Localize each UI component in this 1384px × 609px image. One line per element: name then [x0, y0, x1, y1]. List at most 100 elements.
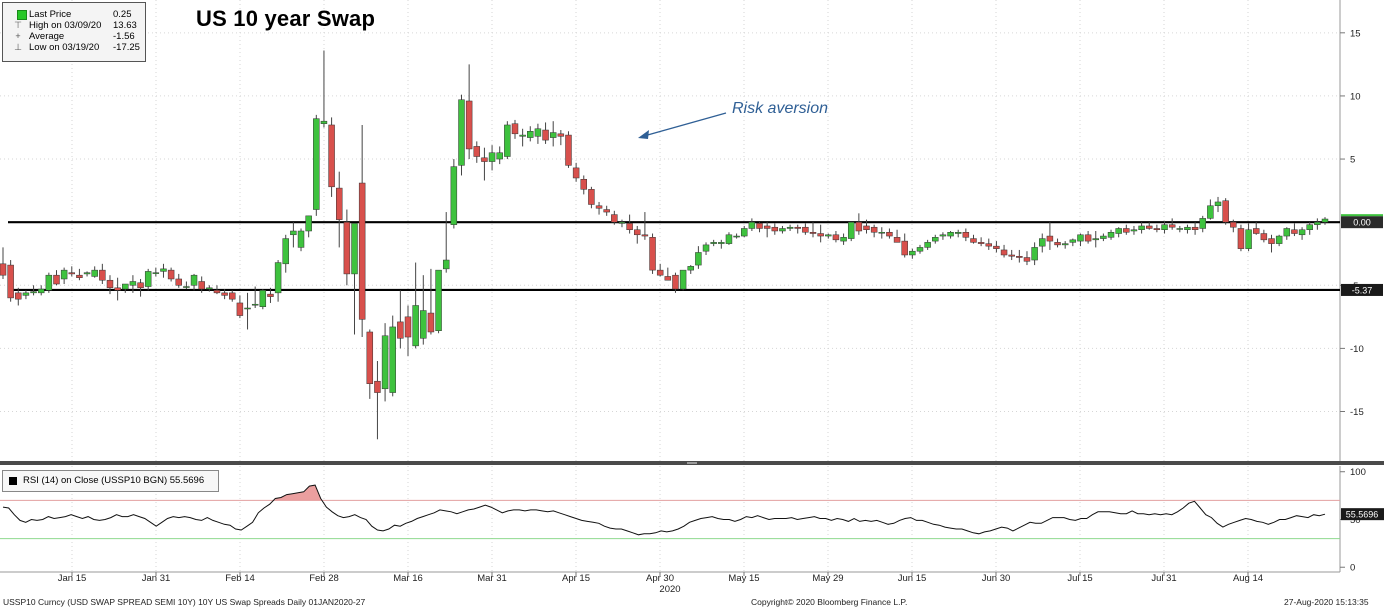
candle-body: [259, 290, 267, 307]
candle: [282, 234, 289, 273]
candle: [702, 242, 710, 255]
rsi-legend-label: RSI (14) on Close (USSP10 BGN) 55.5696: [23, 475, 205, 486]
candle: [1230, 219, 1237, 233]
candle-body: [290, 230, 297, 236]
candle: [351, 223, 358, 335]
candle: [1107, 229, 1115, 240]
candle-body: [45, 274, 53, 291]
candle: [1039, 233, 1046, 253]
legend-label: Last Price: [29, 9, 72, 20]
candle-body: [53, 274, 60, 285]
candle: [1092, 231, 1099, 248]
candle: [1298, 227, 1306, 240]
candle-body: [160, 268, 167, 272]
candle: [588, 186, 595, 209]
candle: [763, 222, 771, 238]
candle: [1260, 229, 1268, 243]
candle: [855, 213, 863, 235]
candle: [175, 273, 182, 288]
candle-body: [672, 274, 679, 290]
candle: [771, 223, 779, 235]
candle: [442, 212, 450, 273]
candle-body: [190, 274, 198, 286]
candle-body: [435, 269, 442, 331]
candle: [863, 219, 870, 234]
candle: [1306, 222, 1313, 235]
candle: [993, 241, 1000, 253]
candle-body: [702, 244, 710, 252]
candle: [1146, 222, 1153, 230]
rsi-tick-label: 100: [1350, 467, 1366, 478]
candle: [672, 272, 679, 293]
candle-body: [664, 276, 672, 281]
candle-body: [1000, 249, 1008, 256]
candle-body: [909, 250, 916, 256]
x-tick-label: Jul 31: [1151, 573, 1176, 584]
candle-body: [1314, 221, 1321, 225]
candle: [954, 229, 962, 238]
candle: [320, 50, 328, 128]
candle-body: [611, 214, 618, 223]
candle-body: [970, 238, 977, 243]
candle-body: [886, 232, 893, 237]
candle: [1321, 217, 1329, 225]
candle: [909, 248, 916, 259]
candle: [825, 233, 832, 239]
candle: [450, 159, 458, 229]
candle: [1054, 238, 1061, 248]
rsi-y-axis: 100 50 0: [1340, 467, 1366, 574]
candle: [99, 263, 106, 285]
candle-body: [1222, 200, 1229, 223]
candle: [557, 130, 565, 146]
rsi-swatch: [9, 477, 17, 485]
candle: [381, 323, 389, 402]
candle-body: [481, 157, 488, 162]
x-tick-label: Jan 31: [142, 573, 171, 584]
candle: [435, 269, 442, 334]
candle-body: [1046, 235, 1054, 242]
candle-body: [1092, 238, 1099, 241]
candle-body: [878, 232, 886, 234]
reference-line-label-box: [1341, 216, 1383, 229]
candle-body: [1123, 228, 1130, 233]
candle-body: [932, 237, 939, 242]
candle-body: [183, 286, 190, 288]
candle: [618, 219, 626, 228]
candle-body: [412, 305, 419, 347]
candle: [183, 281, 190, 290]
price-tick-label: -10: [1350, 344, 1364, 355]
candle-body: [626, 223, 633, 230]
footer-copyright: Copyright© 2020 Bloomberg Finance L.P.: [751, 597, 908, 607]
candle: [794, 224, 801, 234]
candle: [129, 275, 137, 293]
legend-value: 13.63: [113, 20, 137, 31]
candle: [206, 285, 213, 292]
candle-body: [832, 234, 840, 241]
candle: [91, 266, 98, 278]
candle-body: [83, 272, 91, 275]
candle-body: [167, 269, 175, 280]
candle: [328, 117, 335, 197]
candle-body: [251, 303, 259, 306]
candle-body: [313, 118, 320, 210]
candle-body: [595, 205, 603, 209]
rsi-tick-label: 0: [1350, 563, 1355, 574]
candle: [267, 287, 274, 303]
candle: [511, 119, 519, 139]
candles: [0, 50, 1329, 440]
candle-body: [779, 228, 786, 232]
candle: [1237, 224, 1245, 252]
candle: [1061, 241, 1069, 249]
price-tick-label: 10: [1350, 91, 1361, 102]
candle-body: [473, 146, 481, 157]
candle-body: [977, 242, 985, 244]
candle-body: [1153, 228, 1161, 230]
candle: [366, 329, 374, 399]
candle-body: [1245, 229, 1252, 249]
candle: [465, 64, 473, 160]
candle-body: [786, 226, 794, 229]
candle-body: [1023, 257, 1031, 262]
candle-body: [175, 278, 182, 286]
candle-body: [1138, 225, 1145, 230]
